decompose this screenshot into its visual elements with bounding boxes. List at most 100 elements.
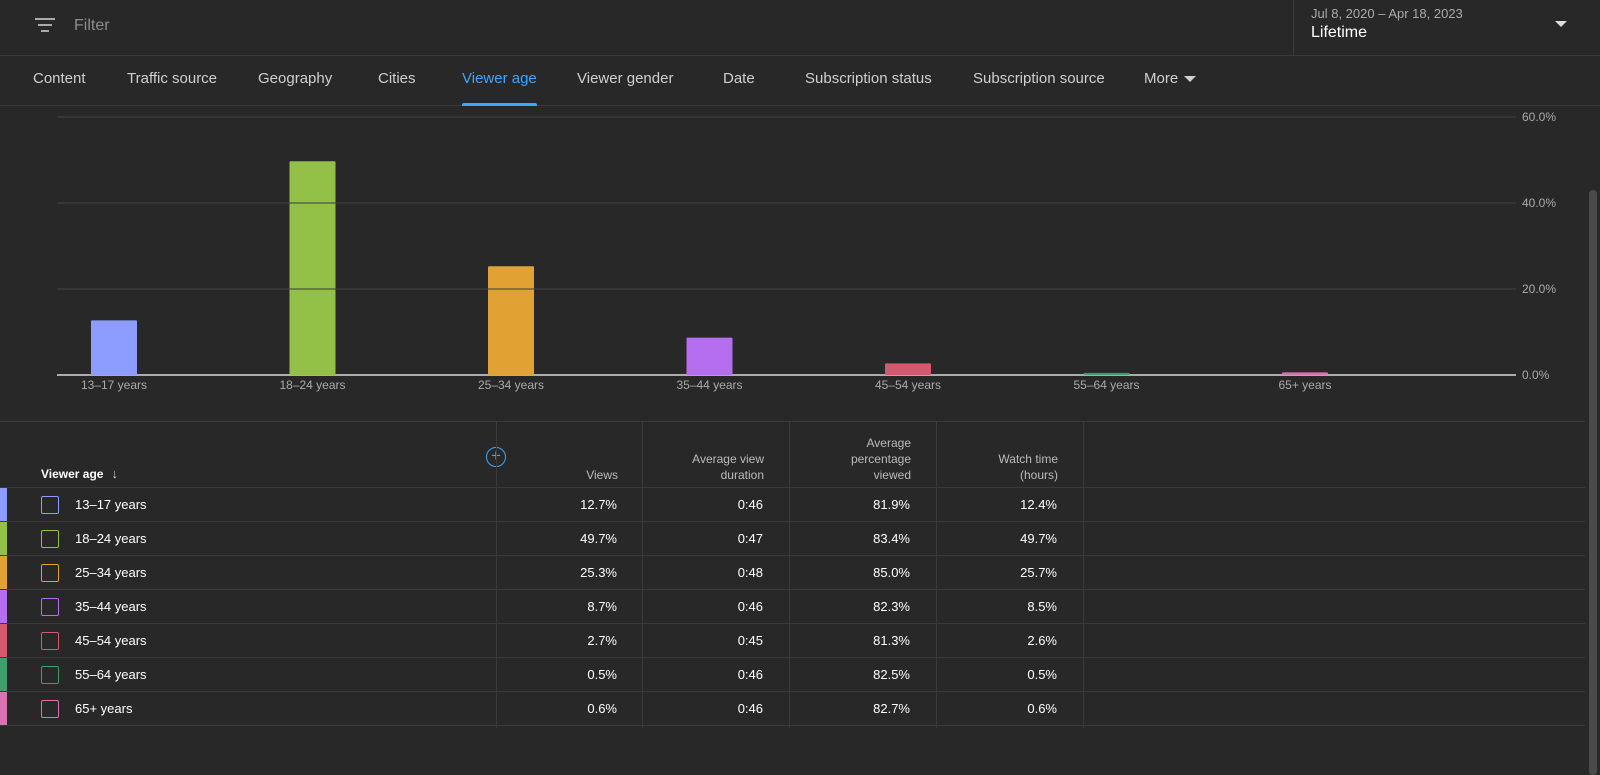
tab-more-label: More <box>1144 70 1179 87</box>
bar <box>488 266 534 375</box>
filter-bar: Jul 8, 2020 – Apr 18, 2023 Lifetime <box>0 0 1600 56</box>
date-range-text: Jul 8, 2020 – Apr 18, 2023 <box>1311 6 1463 21</box>
views-header-label: Views <box>586 468 618 482</box>
column-divider <box>1083 422 1084 728</box>
series-color-bar <box>0 556 7 589</box>
y-tick-label: 20.0% <box>1522 282 1556 296</box>
row-checkbox[interactable] <box>41 700 59 718</box>
bar <box>91 320 137 375</box>
table-row[interactable]: 65+ years 0.6% 0:46 82.7% 0.6% <box>0 692 1585 726</box>
x-tick-label: 13–17 years <box>81 378 147 392</box>
x-tick-label: 45–54 years <box>875 378 941 392</box>
dimension-header-label: Viewer age <box>41 467 104 481</box>
tab-content[interactable]: Content <box>33 70 86 87</box>
tab-geography[interactable]: Geography <box>258 70 333 87</box>
watch-time-cell: 8.5% <box>1027 599 1057 614</box>
series-color-bar <box>0 624 7 657</box>
avg-pct-header-line2: percentage <box>850 452 911 466</box>
watch-time-header-line1: Watch time <box>998 452 1058 466</box>
watch-time-cell: 2.6% <box>1027 633 1057 648</box>
watch-time-cell: 12.4% <box>1020 497 1057 512</box>
views-cell: 8.7% <box>587 599 617 614</box>
x-tick-label: 25–34 years <box>478 378 544 392</box>
avg-percentage-viewed-cell: 82.5% <box>873 667 910 682</box>
avg-percentage-viewed-cell: 81.9% <box>873 497 910 512</box>
table-header: Viewer age↓ + Views Average viewduration… <box>0 422 1585 488</box>
bar-chart-svg: 60.0% 40.0% 20.0% 0.0% 13–17 years 18–24 year… <box>57 110 1556 392</box>
avg-pct-header-line3: viewed <box>873 468 911 482</box>
tab-cities[interactable]: Cities <box>378 70 416 87</box>
dimension-column-header[interactable]: Viewer age ↓ <box>41 466 118 481</box>
avg-percentage-viewed-column-header[interactable]: Average percentage viewed <box>789 422 935 488</box>
row-checkbox[interactable] <box>41 666 59 684</box>
column-divider <box>789 422 790 728</box>
watch-time-column-header[interactable]: Watch time (hours) <box>936 422 1082 488</box>
table-row[interactable]: 55–64 years 0.5% 0:46 82.5% 0.5% <box>0 658 1585 692</box>
series-color-bar <box>0 488 7 521</box>
sort-down-arrow-icon: ↓ <box>111 466 118 481</box>
avg-percentage-viewed-cell: 82.3% <box>873 599 910 614</box>
views-cell: 2.7% <box>587 633 617 648</box>
table-row[interactable]: 18–24 years 49.7% 0:47 83.4% 49.7% <box>0 522 1585 556</box>
avg-view-duration-column-header[interactable]: Average view duration <box>642 422 788 488</box>
tab-date[interactable]: Date <box>723 70 755 87</box>
x-tick-label: 55–64 years <box>1073 378 1139 392</box>
watch-time-header-line2: (hours) <box>1019 468 1058 482</box>
y-tick-label: 40.0% <box>1522 196 1556 210</box>
row-label: 55–64 years <box>75 667 147 682</box>
avg-view-duration-cell: 0:45 <box>737 633 763 648</box>
row-label: 45–54 years <box>75 633 147 648</box>
tab-subscription-source[interactable]: Subscription source <box>973 70 1105 87</box>
avg-view-duration-header-line2: duration <box>720 468 764 482</box>
tab-traffic-source[interactable]: Traffic source <box>127 70 218 87</box>
bar <box>885 363 931 375</box>
tab-viewer-gender[interactable]: Viewer gender <box>577 70 674 87</box>
table-row[interactable]: 25–34 years 25.3% 0:48 85.0% 25.7% <box>0 556 1585 590</box>
date-range-selector[interactable]: Jul 8, 2020 – Apr 18, 2023 Lifetime <box>1293 0 1600 56</box>
x-tick-label: 65+ years <box>1278 378 1331 392</box>
avg-view-duration-cell: 0:46 <box>737 599 763 614</box>
avg-view-duration-cell: 0:46 <box>737 497 763 512</box>
table-row[interactable]: 45–54 years 2.7% 0:45 81.3% 2.6% <box>0 624 1585 658</box>
views-cell: 0.5% <box>587 667 617 682</box>
series-color-bar <box>0 692 7 725</box>
avg-percentage-viewed-cell: 82.7% <box>873 701 910 716</box>
watch-time-cell: 0.5% <box>1027 667 1057 682</box>
filter-lines-icon[interactable] <box>35 16 57 34</box>
views-cell: 25.3% <box>580 565 617 580</box>
avg-percentage-viewed-cell: 81.3% <box>873 633 910 648</box>
avg-percentage-viewed-cell: 83.4% <box>873 531 910 546</box>
tab-more[interactable]: More <box>1144 56 1197 106</box>
row-checkbox[interactable] <box>41 632 59 650</box>
bar <box>289 161 336 375</box>
views-column-header[interactable]: Views <box>496 422 642 488</box>
row-checkbox[interactable] <box>41 598 59 616</box>
watch-time-cell: 49.7% <box>1020 531 1057 546</box>
bar <box>1282 372 1328 375</box>
avg-view-duration-cell: 0:46 <box>737 701 763 716</box>
viewer-age-table: Viewer age↓ + Views Average viewduration… <box>0 421 1585 775</box>
row-checkbox[interactable] <box>41 564 59 582</box>
views-cell: 12.7% <box>580 497 617 512</box>
date-range-label: Lifetime <box>1311 24 1368 41</box>
y-tick-label: 60.0% <box>1522 110 1556 124</box>
filter-input[interactable] <box>74 14 374 38</box>
x-tick-label: 35–44 years <box>676 378 742 392</box>
row-label: 65+ years <box>75 701 133 716</box>
watch-time-cell: 0.6% <box>1027 701 1057 716</box>
vertical-scrollbar[interactable] <box>1585 107 1600 775</box>
scrollbar-thumb[interactable] <box>1589 190 1597 775</box>
column-divider <box>642 422 643 728</box>
row-label: 18–24 years <box>75 531 147 546</box>
table-row[interactable]: 35–44 years 8.7% 0:46 82.3% 8.5% <box>0 590 1585 624</box>
table-row[interactable]: 13–17 years 12.7% 0:46 81.9% 12.4% <box>0 488 1585 522</box>
row-checkbox[interactable] <box>41 530 59 548</box>
column-divider <box>496 422 497 728</box>
column-divider <box>936 422 937 728</box>
row-checkbox[interactable] <box>41 496 59 514</box>
tab-viewer-age[interactable]: Viewer age <box>462 56 537 106</box>
views-cell: 49.7% <box>580 531 617 546</box>
bar <box>686 337 733 375</box>
tab-subscription-status[interactable]: Subscription status <box>805 70 932 87</box>
